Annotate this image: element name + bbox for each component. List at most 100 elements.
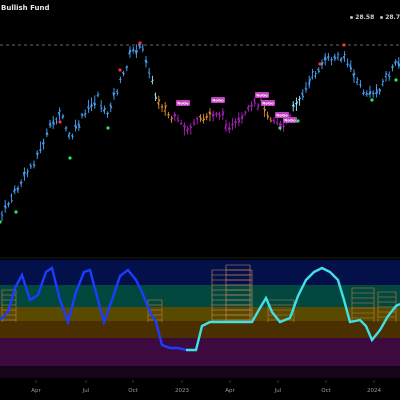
candle-tick [382,80,385,83]
red-signal-dot [318,62,322,66]
candle-tick [48,123,51,125]
candle-tick [183,125,187,130]
candle-tick [142,48,145,51]
candle-tick [88,107,90,110]
candle-tick [161,105,164,108]
candle-tick [375,86,379,94]
candle-tick [6,203,9,205]
candle-tick [246,107,249,111]
nogo-badge: NoGo [275,112,289,118]
candle-tick [168,113,170,116]
candle-tick [81,113,84,117]
candle-tick [59,110,62,112]
candle-tick [324,56,327,61]
candle-tick [362,92,364,95]
candle-tick [381,83,384,85]
candle-tick [216,112,218,115]
green-signal-dot [68,156,72,160]
candle-tick [129,50,132,53]
red-signal-dot [138,41,142,45]
nogo-badge-label: NoGo [256,93,268,98]
red-signal-dot [342,43,346,47]
candle-tick [93,102,96,107]
candle-tick [135,50,139,54]
candle-tick [330,58,332,61]
candle-tick [171,117,174,120]
candle-tick [0,213,3,215]
green-signal-dot [394,78,398,82]
x-axis: Apr Jul Oct 2023 Apr Jul Oct 2024 [31,380,381,394]
candle-tick [106,113,108,116]
oscillator-line-cyan [186,266,400,352]
candle-tick [89,103,93,108]
candle-tick [308,78,311,86]
candle-tick [17,187,20,190]
candle-tick [122,72,124,75]
osc-band-bottom [0,366,400,378]
candle-tick [340,58,343,60]
nogo-badge-bg [255,92,269,98]
candle-tick [26,173,28,175]
candle-tick [368,90,371,95]
candle-tick [68,132,71,135]
candle-tick [334,56,337,60]
nogo-badge-label: NoGo [276,113,288,118]
osc-band-purple [0,338,400,366]
candle-tick [125,66,128,69]
candle-tick [323,55,326,61]
nogo-badge-bg [261,100,275,106]
candle-tick [224,123,227,129]
candle-tick [205,115,208,119]
candle-tick [256,107,259,110]
candle-tick [352,73,355,79]
nogo-badge-label: NoGo [284,118,296,123]
candle-tick [209,112,212,115]
candle-tick [22,171,25,178]
candle-tick [107,112,110,115]
candle-tick [249,103,253,108]
candle-tick [193,122,196,125]
candle-tick [16,187,19,192]
candle-tick [112,92,115,97]
candle-tick [395,60,398,63]
candle-tick [295,101,299,106]
candle-tick [385,73,388,76]
candle-tick [388,76,391,78]
candle-tick [29,164,32,167]
candle-tick [366,93,369,95]
red-signal-dot [58,120,62,124]
candle-tick [304,87,307,90]
x-axis-label: Apr [31,388,41,394]
candle-tick [212,113,215,116]
candle-tick [333,55,336,59]
nogo-badge-bg [275,112,289,118]
candle-tick [339,58,342,62]
nogo-badge-bg [176,100,190,106]
candle-tick [75,124,78,129]
candle-tick [55,118,57,120]
osc-band-top [0,260,400,285]
osc-band-yellow [0,307,400,321]
candle-tick [77,123,79,126]
candle-tick [257,104,260,109]
candle-tick [118,78,121,81]
candle-tick [13,187,16,193]
candle-tick [70,134,73,137]
candle-tick [353,72,356,76]
oscillator-ladder [147,299,163,322]
candle-tick [379,89,382,93]
candle-tick [102,109,105,113]
candle-tick [321,62,324,66]
candle-tick [100,107,103,110]
candle-tick [312,71,314,73]
nogo-badge-bg [211,97,225,103]
candle-tick [116,92,119,95]
candle-tick [202,119,204,122]
candle-tick [155,95,158,100]
oscillator-ladder [377,291,397,322]
candle-tick [86,106,89,108]
candle-tick [14,188,17,191]
oscillator-ladders [1,264,397,322]
candle-tick [67,133,70,138]
